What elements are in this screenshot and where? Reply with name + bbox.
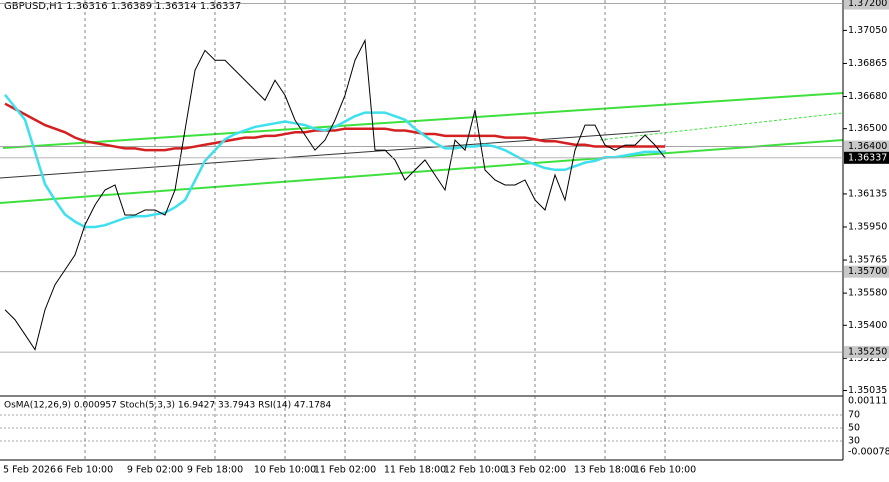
sub-tick-label: 30	[848, 436, 860, 447]
y-tick-label: 1.35215	[848, 353, 887, 364]
symbol-header: GBPUSD,H1 1.36316 1.36389 1.36314 1.3633…	[4, 1, 241, 12]
sub-tick-label: 50	[848, 423, 860, 434]
trend-line	[0, 130, 661, 179]
y-tick-label: 1.36135	[848, 188, 887, 199]
indicator-header: OsMA(12,26,9) 0.000957 Stoch(5,3,3) 16.9…	[4, 401, 332, 411]
y-tick-label: 1.35580	[848, 288, 887, 299]
x-tick-label: 6 Feb 10:00	[57, 465, 113, 476]
series-line	[4, 102, 665, 152]
x-tick-label: 11 Feb 02:00	[314, 465, 376, 476]
sub-tick-label: 70	[848, 410, 860, 421]
y-tick-label: 1.37050	[848, 25, 887, 36]
trend-line	[599, 112, 844, 141]
y-tick-label: 1.35400	[848, 320, 887, 331]
x-tick-label: 11 Feb 18:00	[384, 465, 446, 476]
trend-line	[2, 92, 844, 149]
trend-lines	[0, 92, 844, 204]
level-label-box	[844, 0, 889, 10]
x-tick-label: 13 Feb 02:00	[504, 465, 566, 476]
y-tick-label: 1.36865	[848, 58, 887, 69]
x-tick-label: 12 Feb 10:00	[444, 465, 506, 476]
x-tick-label: 10 Feb 10:00	[254, 465, 316, 476]
y-tick-label: 1.35035	[848, 385, 887, 396]
y-tick-label: 1.35765	[848, 255, 887, 266]
level-label: 1.35700	[848, 266, 887, 277]
level-label-box	[844, 265, 889, 278]
trend-line	[0, 139, 844, 204]
x-tick-label: 9 Feb 02:00	[127, 465, 183, 476]
y-tick-label: 1.36680	[848, 91, 887, 102]
level-label: 1.35250	[848, 347, 887, 358]
x-tick-label: 9 Feb 18:00	[187, 465, 243, 476]
x-tick-label: 13 Feb 18:00	[574, 465, 636, 476]
osma-max: 0.00111	[848, 396, 887, 407]
y-tick-label: 1.35950	[848, 221, 887, 232]
current-price-box	[844, 151, 889, 164]
series-line	[4, 38, 666, 351]
osma-min: -0.000783	[848, 447, 889, 458]
level-label-box	[844, 346, 889, 359]
current-price-label: 1.36337	[848, 152, 887, 163]
x-tick-label: 16 Feb 10:00	[634, 465, 696, 476]
y-tick-label: 1.36500	[848, 123, 887, 134]
x-tick-label: 5 Feb 2026	[3, 465, 56, 476]
series-line	[4, 93, 665, 229]
level-label: 1.37200	[848, 0, 887, 9]
level-label-box	[844, 140, 889, 153]
level-label: 1.36400	[848, 141, 887, 152]
